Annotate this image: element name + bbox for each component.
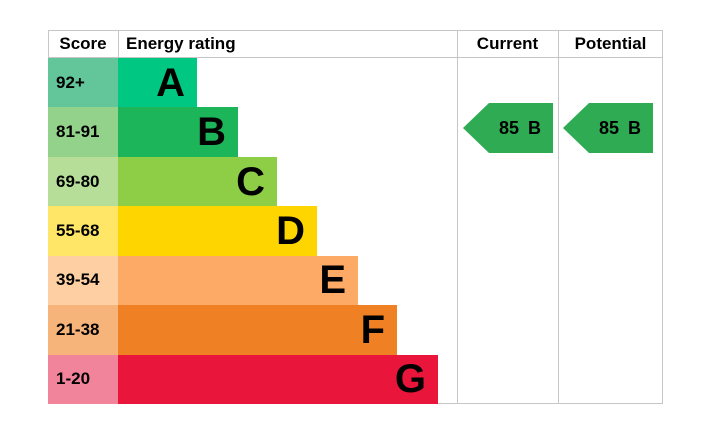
rating-bar-F: F [118,305,397,355]
rating-bar-G: G [118,354,438,404]
score-range-F: 21-38 [48,305,118,355]
score-column-divider [118,30,119,57]
rating-bar-A: A [118,58,197,108]
potential-score-value: 85 [598,117,620,138]
header-score: Score [59,34,107,53]
potential-rating-letter: B [628,117,642,138]
score-range-B: 81-91 [48,107,118,157]
score-range-G: 1-20 [48,354,118,404]
band-row-C: 69-80 C [48,156,663,207]
table-top-border [48,30,663,31]
band-row-E: 39-54 E [48,255,663,306]
band-row-F: 21-38 F [48,305,663,355]
rating-bands: 92+ A 81-91 B 69-80 C 55-68 D 39-54 E 21-38 F 1-20 G [48,58,663,404]
current-rating-letter: B [528,117,542,138]
table-right-border [662,30,663,404]
header-bottom-border [48,57,663,58]
potential-column-left-divider [558,30,559,404]
score-range-A: 92+ [48,58,118,108]
header-energy-rating: Energy rating [126,34,236,53]
header-left-border [48,30,49,57]
band-row-D: 55-68 D [48,206,663,256]
header-potential: Potential [574,34,647,53]
band-row-G: 1-20 G [48,354,663,404]
rating-bar-C: C [118,156,277,207]
current-column-left-divider [457,30,458,404]
epc-table: Score Energy rating Current Potential 92… [48,30,663,404]
band-row-B: 81-91 B [48,107,663,157]
score-range-C: 69-80 [48,156,118,207]
header-current: Current [476,34,539,53]
rating-bar-B: B [118,107,238,157]
score-range-E: 39-54 [48,255,118,306]
rating-bar-E: E [118,255,358,306]
band-row-A: 92+ A [48,58,663,108]
rating-bar-D: D [118,206,317,256]
score-range-D: 55-68 [48,206,118,256]
table-header-row: Score Energy rating Current Potential [48,31,663,57]
current-score-value: 85 [498,117,520,138]
